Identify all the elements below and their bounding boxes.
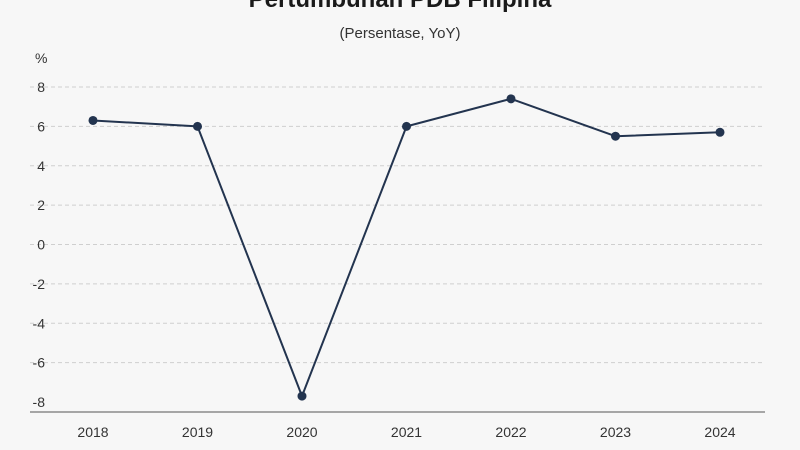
data-point	[402, 121, 411, 131]
x-tick-label: 2024	[704, 424, 735, 440]
y-tick-label: 0	[37, 237, 45, 253]
chart-subtitle: (Persentase, YoY)	[339, 25, 461, 42]
data-point	[506, 94, 516, 104]
y-tick-label: -4	[33, 315, 46, 331]
data-point	[297, 391, 307, 401]
y-tick-label: -8	[33, 394, 46, 410]
gridlines	[30, 86, 765, 364]
y-axis-unit-label: %	[35, 50, 47, 66]
y-tick-label: -2	[33, 276, 46, 292]
y-tick-label: 6	[37, 118, 45, 134]
data-point	[611, 131, 620, 141]
x-tick-label: 2018	[77, 424, 108, 440]
y-tick-label: 2	[37, 197, 45, 213]
y-tick-label: 8	[37, 79, 45, 95]
x-tick-labels: 2018 2019 2020 2021 2022 2023 2024	[77, 424, 735, 440]
data-point	[715, 127, 725, 137]
x-tick-label: 2022	[495, 424, 526, 440]
y-tick-label: 4	[37, 158, 45, 174]
data-point	[88, 115, 98, 125]
series-line	[92, 97, 721, 398]
chart-title: Pertumbuhan PDB Filipina	[0, 0, 800, 14]
x-tick-label: 2021	[391, 424, 422, 440]
y-tick-labels: 8 6 4 2 0 -2 -4 -6 -8	[33, 79, 46, 410]
x-tick-label: 2023	[600, 424, 631, 440]
data-point	[193, 121, 202, 131]
x-tick-label: 2019	[182, 424, 213, 440]
x-tick-label: 2020	[286, 424, 317, 440]
y-tick-label: -6	[33, 355, 46, 371]
data-points	[88, 94, 725, 401]
